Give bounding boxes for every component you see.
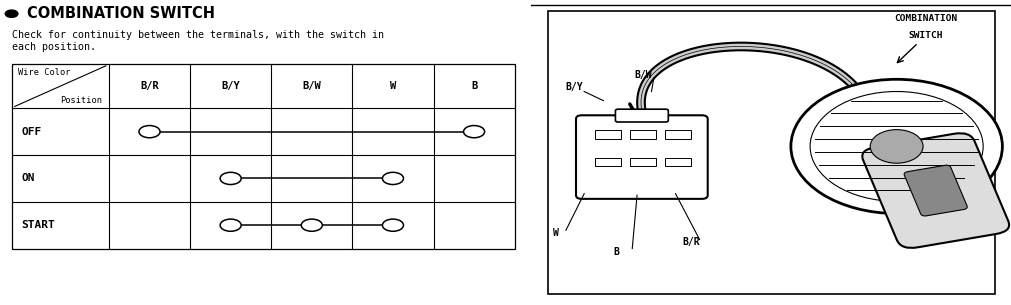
Text: B: B	[613, 247, 619, 257]
FancyBboxPatch shape	[664, 130, 691, 139]
Circle shape	[301, 219, 323, 231]
FancyBboxPatch shape	[615, 109, 667, 122]
Text: ON: ON	[21, 174, 34, 183]
Text: COMBINATION SWITCH: COMBINATION SWITCH	[27, 6, 215, 21]
Circle shape	[382, 219, 403, 231]
Text: each position.: each position.	[11, 42, 95, 52]
Text: B/Y: B/Y	[221, 81, 240, 91]
FancyBboxPatch shape	[629, 158, 656, 166]
Text: Position: Position	[61, 95, 102, 105]
Text: B/Y: B/Y	[564, 82, 582, 92]
Text: Check for continuity between the terminals, with the switch in: Check for continuity between the termina…	[11, 30, 383, 40]
Circle shape	[463, 126, 484, 138]
Circle shape	[139, 126, 160, 138]
FancyBboxPatch shape	[594, 158, 621, 166]
Text: B: B	[470, 81, 477, 91]
Circle shape	[869, 130, 922, 163]
FancyBboxPatch shape	[664, 158, 691, 166]
Circle shape	[809, 92, 982, 201]
Text: START: START	[21, 220, 55, 230]
FancyBboxPatch shape	[861, 133, 1008, 248]
Circle shape	[382, 172, 403, 185]
Text: B/R: B/R	[682, 238, 700, 247]
Text: OFF: OFF	[21, 127, 41, 137]
Circle shape	[5, 10, 18, 17]
Text: W: W	[389, 81, 395, 91]
Text: B/R: B/R	[140, 81, 159, 91]
Text: COMBINATION: COMBINATION	[893, 14, 956, 23]
Circle shape	[220, 219, 241, 231]
Text: B/W: B/W	[302, 81, 320, 91]
Text: W: W	[552, 228, 558, 238]
FancyBboxPatch shape	[594, 130, 621, 139]
Text: SWITCH: SWITCH	[907, 30, 942, 40]
Circle shape	[791, 79, 1002, 214]
FancyBboxPatch shape	[548, 11, 994, 294]
Text: B/W: B/W	[634, 70, 652, 80]
Circle shape	[220, 172, 241, 185]
Text: Wire Color: Wire Color	[18, 68, 71, 77]
FancyBboxPatch shape	[575, 115, 707, 199]
FancyBboxPatch shape	[629, 130, 656, 139]
FancyBboxPatch shape	[903, 165, 967, 216]
